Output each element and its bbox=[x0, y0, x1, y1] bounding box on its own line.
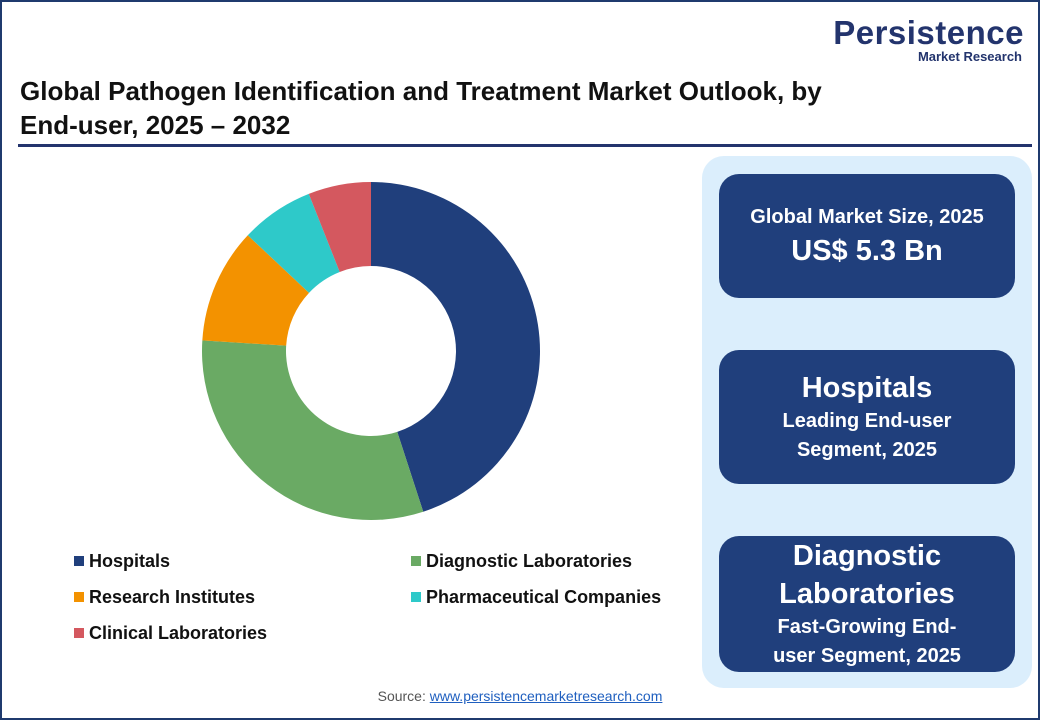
card-label: Leading End-user Segment, 2025 bbox=[782, 410, 952, 461]
donut-slice bbox=[247, 193, 340, 293]
legend-label: Research Institutes bbox=[89, 587, 255, 607]
logo-tagline: Market Research bbox=[917, 49, 1022, 64]
chart: Hospitals Diagnostic Laboratories Research… bbox=[74, 182, 661, 643]
legend-swatch bbox=[74, 628, 84, 638]
source-label: Source: bbox=[377, 688, 426, 704]
title-rule bbox=[18, 144, 1032, 147]
card-value: Diagnostic Laboratories bbox=[779, 540, 955, 610]
donut-slice bbox=[371, 182, 540, 512]
legend-label: Clinical Laboratories bbox=[89, 623, 267, 643]
legend-label: Diagnostic Laboratories bbox=[426, 551, 632, 571]
donut-slice bbox=[201, 340, 424, 520]
summary-panel: Global Market Size, 2025 US$ 5.3 Bn Hosp… bbox=[702, 156, 1032, 688]
donut-slice bbox=[202, 235, 310, 346]
legend-swatch bbox=[74, 592, 84, 602]
legend-swatch bbox=[411, 592, 421, 602]
legend-label: Hospitals bbox=[89, 551, 170, 571]
source-link[interactable]: www.persistencemarketresearch.com bbox=[429, 688, 663, 704]
card-value: US$ 5.3 Bn bbox=[791, 234, 943, 267]
summary-card: Diagnostic Laboratories Fast-Growing End… bbox=[719, 536, 1015, 672]
card-value: Hospitals bbox=[801, 372, 933, 404]
summary-card: Global Market Size, 2025 US$ 5.3 Bn bbox=[719, 174, 1015, 298]
card-label: Global Market Size, 2025 bbox=[750, 205, 984, 228]
logo: Persistence Market Research bbox=[833, 16, 1024, 64]
legend-swatch bbox=[74, 556, 84, 566]
source: Source: www.persistencemarketresearch.co… bbox=[2, 688, 1038, 704]
chart-title: Global Pathogen Identification and Treat… bbox=[20, 76, 822, 140]
card-label: Fast-Growing End-user Segment, 2025 bbox=[773, 616, 961, 667]
logo-name: Persistence bbox=[833, 14, 1024, 51]
legend-swatch bbox=[411, 556, 421, 566]
legend-label: Pharmaceutical Companies bbox=[426, 587, 661, 607]
donut-slice bbox=[308, 182, 371, 272]
summary-card: Hospitals Leading End-user Segment, 2025 bbox=[719, 350, 1015, 484]
